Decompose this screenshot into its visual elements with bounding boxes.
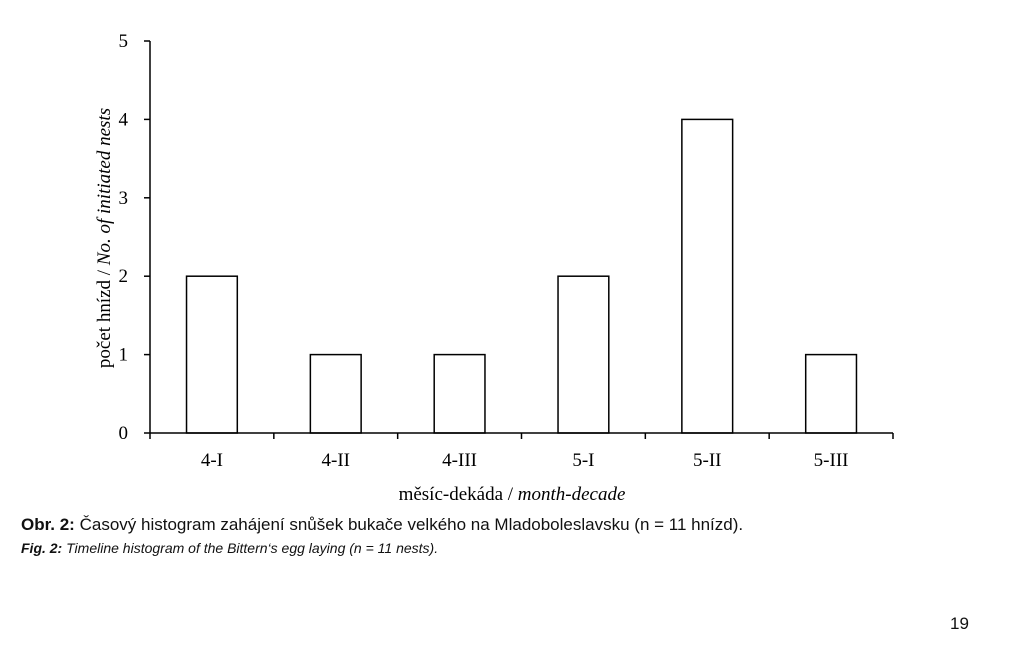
caption-czech: Obr. 2: Časový histogram zahájení snůšek… — [21, 515, 743, 535]
y-tick-label: 5 — [119, 31, 129, 52]
x-axis-label-czech: měsíc-dekáda / — [399, 484, 518, 505]
x-tick-label: 5-I — [572, 450, 594, 471]
bars-group — [185, 118, 858, 434]
bar-4-III — [433, 353, 486, 434]
y-tick-label: 3 — [119, 188, 129, 209]
bar-5-I — [557, 275, 610, 434]
caption-english-text: Timeline histogram of the Bittern‘s egg … — [62, 540, 439, 556]
caption-czech-label: Obr. 2: — [21, 515, 75, 534]
bar-4-I — [185, 275, 239, 434]
y-tick-label: 1 — [119, 345, 129, 366]
caption-english-label: Fig. 2: — [21, 540, 63, 556]
bar-5-II — [681, 118, 734, 434]
y-tick-label: 4 — [119, 109, 129, 130]
page-number: 19 — [950, 614, 969, 633]
x-tick-label: 5-II — [693, 450, 721, 471]
y-axis-label-english: No. of initiated nests — [94, 108, 115, 266]
x-tick-label: 4-III — [442, 450, 477, 471]
caption-czech-text: Časový histogram zahájení snůšek bukače … — [74, 515, 744, 534]
caption-english: Fig. 2: Timeline histogram of the Bitter… — [21, 540, 438, 556]
y-tick-label: 0 — [119, 423, 129, 444]
bar-4-II — [309, 353, 362, 434]
bar-5-III — [804, 353, 858, 434]
y-ticks-group: 0 1 2 3 4 5 — [119, 31, 150, 444]
bar-chart: 0 1 2 3 4 5 4-I 4-II 4-III 5-I 5-II 5-III počet hn… — [94, 31, 894, 505]
x-tick-label: 4-I — [201, 450, 223, 471]
y-axis-label: počet hnízd / No. of initiated nests — [94, 108, 115, 368]
y-axis-label-czech: počet hnízd / — [94, 265, 115, 368]
x-axis-label: měsíc-dekáda / month-decade — [399, 484, 626, 505]
x-tick-label: 5-III — [814, 450, 849, 471]
x-ticks-group: 4-I 4-II 4-III 5-I 5-II 5-III — [149, 433, 894, 471]
x-axis-label-english: month-decade — [518, 484, 626, 505]
x-tick-label: 4-II — [322, 450, 350, 471]
y-tick-label: 2 — [119, 266, 129, 287]
